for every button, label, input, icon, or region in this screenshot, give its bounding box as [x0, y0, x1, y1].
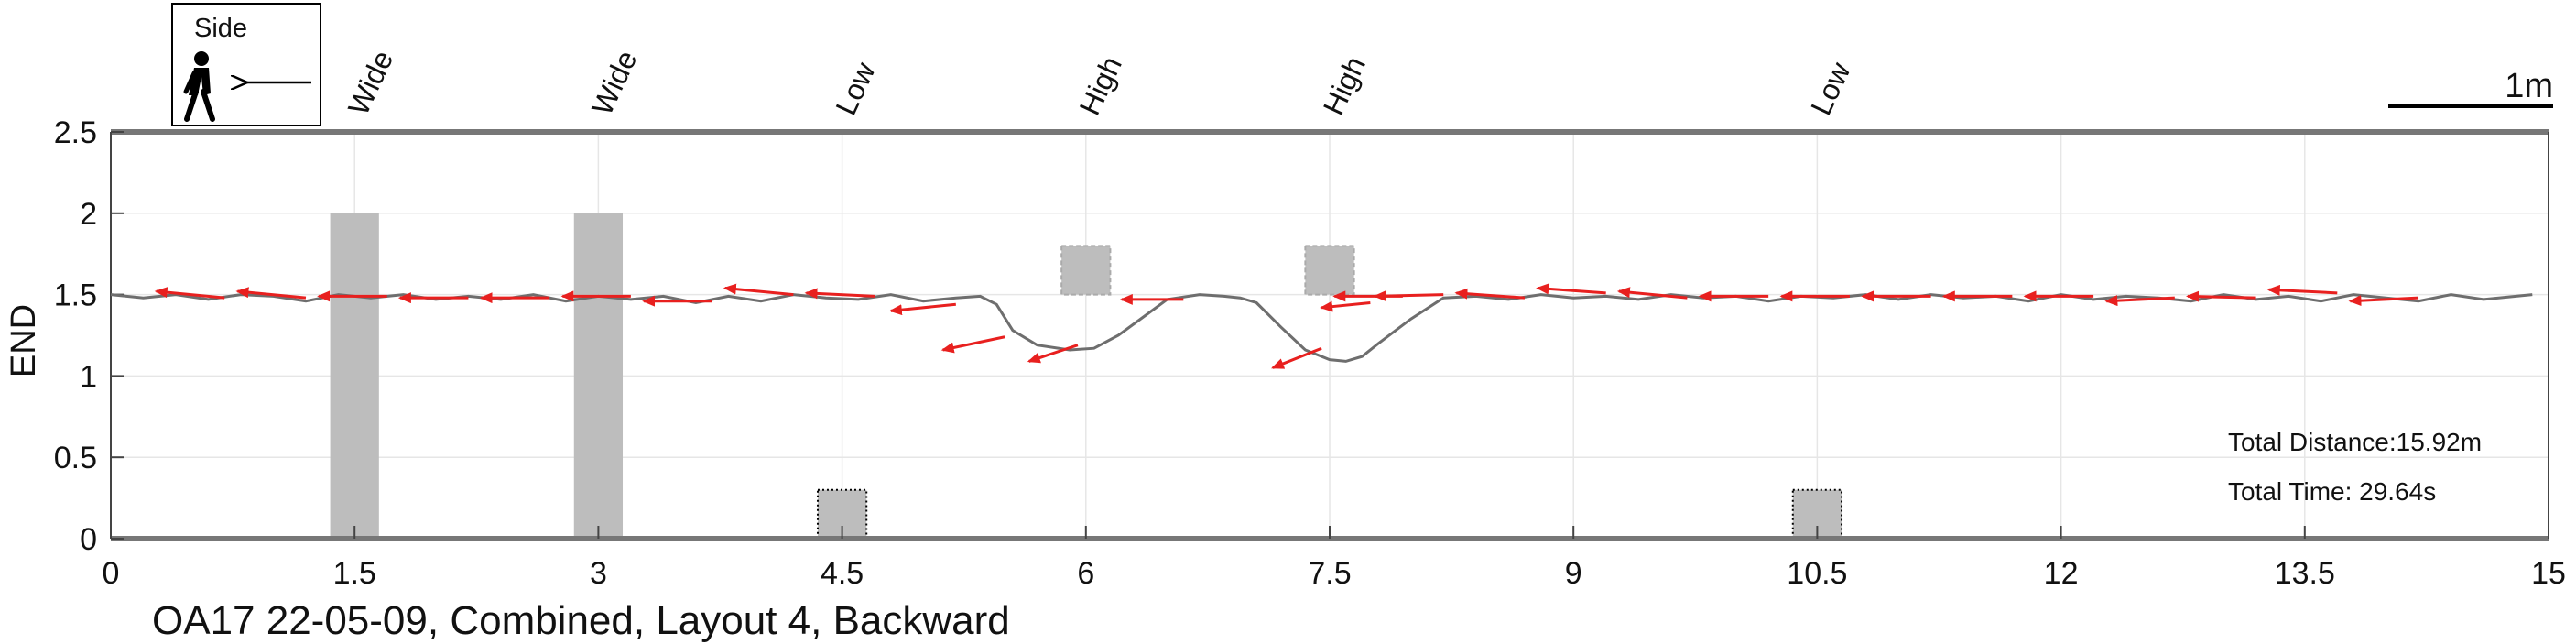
x-tick-label: 4.5 — [821, 556, 864, 591]
direction-arrow — [2348, 295, 2419, 307]
direction-arrow — [1454, 288, 1526, 300]
total-distance: Total Distance:15.92m — [2228, 428, 2482, 456]
obstacle-high-3 — [1060, 245, 1112, 296]
legend-title: Side — [194, 14, 247, 43]
chart-caption: OA17 22-05-09, Combined, Layout 4, Backw… — [152, 598, 1010, 643]
direction-arrow — [2266, 284, 2338, 296]
walker-icon — [183, 51, 215, 122]
direction-arrow — [1536, 283, 1606, 295]
direction-arrow — [2104, 295, 2175, 307]
direction-arrow — [888, 302, 956, 316]
obstacle-label: Wide — [585, 46, 643, 120]
y-tick-label: 0.5 — [54, 441, 97, 475]
y-axis-label: END — [5, 304, 43, 377]
y-tick-label: 1.5 — [54, 278, 97, 313]
total-time: Total Time: 29.64s — [2228, 477, 2436, 506]
obstacle-labels: Wide Wide Low High High Low — [342, 46, 1857, 120]
direction-arrows — [154, 283, 2419, 369]
y-tick-label: 1 — [80, 359, 97, 394]
axes — [110, 129, 2549, 541]
y-tick-label: 2.5 — [54, 115, 97, 150]
y-tick-label: 2 — [80, 197, 97, 232]
direction-arrow — [235, 287, 307, 300]
obstacle-label: High — [1317, 51, 1372, 120]
direction-arrow — [2186, 290, 2256, 302]
x-tick-labels: 0 1.5 3 4.5 6 7.5 9 10.5 12 13.5 15 — [103, 556, 2566, 591]
obstacle-wide-0 — [330, 213, 379, 540]
direction-arrow — [804, 288, 875, 300]
x-tick-label: 12 — [2044, 556, 2079, 591]
x-tick-label: 3 — [590, 556, 607, 591]
y-tick-labels: 0 0.5 1 1.5 2 2.5 — [54, 115, 97, 557]
x-tick-label: 10.5 — [1787, 556, 1847, 591]
obstacle-label: Low — [1804, 57, 1857, 120]
obstacle-label: Wide — [342, 46, 399, 120]
x-tick-label: 1.5 — [333, 556, 376, 591]
x-tick-label: 7.5 — [1308, 556, 1351, 591]
direction-arrow — [1027, 344, 1079, 364]
direction-arrow — [1320, 300, 1371, 312]
direction-arrow — [1271, 346, 1322, 369]
x-tick-label: 15 — [2531, 556, 2566, 591]
x-tick-label: 9 — [1565, 556, 1582, 591]
x-tick-label: 0 — [103, 556, 120, 591]
legend-box — [171, 3, 321, 126]
scale-bar-label: 1m — [2505, 67, 2553, 105]
x-tick-label: 6 — [1077, 556, 1094, 591]
direction-arrow — [940, 335, 1005, 354]
scale-bar: 1m — [2388, 67, 2553, 108]
direction-arrow — [723, 283, 794, 297]
obstacle-wide-1 — [573, 213, 624, 540]
walking-path-line — [110, 293, 2533, 363]
direction-arrow — [1616, 287, 1688, 300]
obstacles — [330, 213, 1843, 540]
legend: Side — [171, 3, 321, 126]
grid-lines — [110, 131, 2549, 540]
y-tick-label: 0 — [80, 522, 97, 557]
x-tick-label: 13.5 — [2275, 556, 2335, 591]
obstacle-high-4 — [1304, 245, 1355, 296]
obstacle-label: High — [1073, 51, 1128, 120]
direction-arrow — [154, 287, 225, 300]
obstacle-label: Low — [829, 57, 882, 120]
